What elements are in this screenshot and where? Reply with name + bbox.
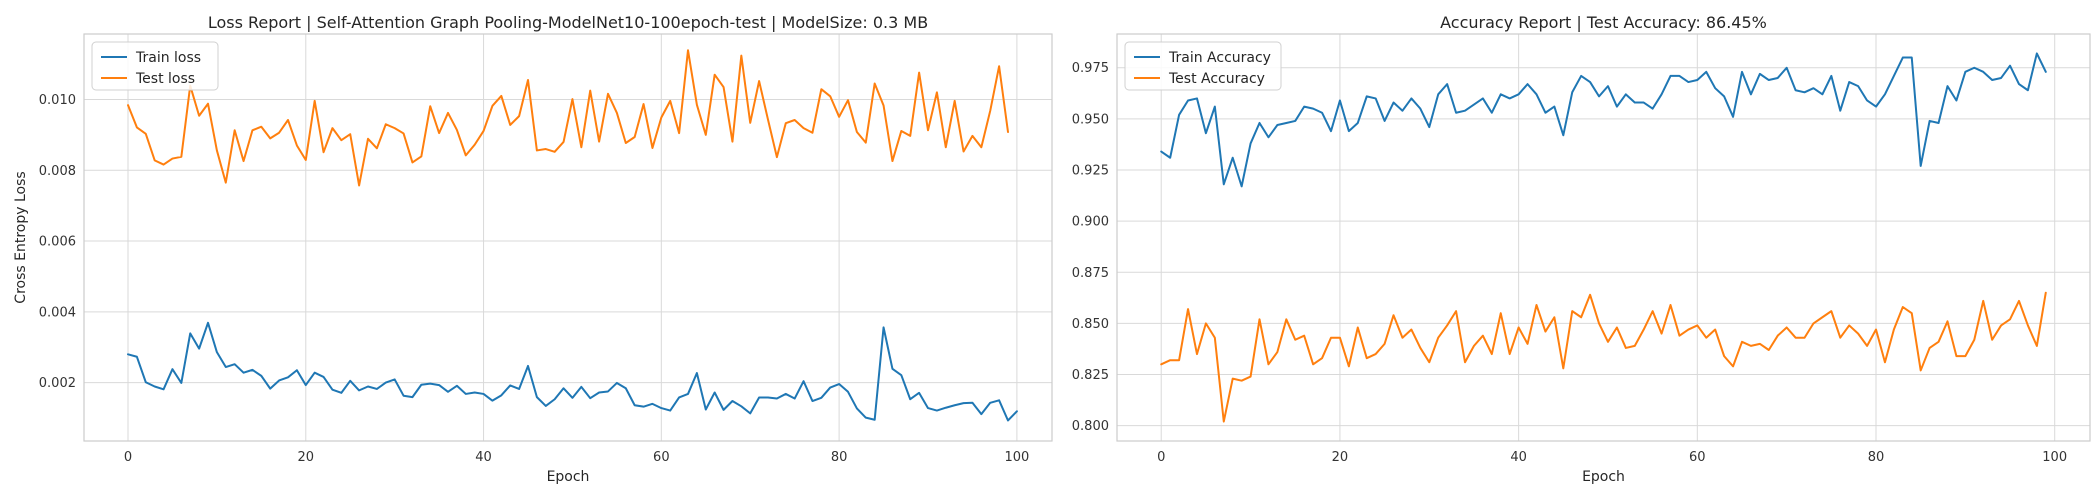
loss-legend-label: Test loss xyxy=(135,71,195,87)
accuracy-chart-title: Accuracy Report | Test Accuracy: 86.45% xyxy=(1440,13,1767,32)
loss-xtick-label: 0 xyxy=(124,450,132,465)
accuracy-ytick-label: 0.900 xyxy=(1072,215,1109,230)
accuracy-legend: Train Accuracy Test Accuracy xyxy=(1124,41,1282,91)
accuracy-chart: Accuracy Report | Test Accuracy: 86.45% … xyxy=(1072,13,2091,485)
loss-ytick-label: 0.002 xyxy=(39,376,76,391)
accuracy-xtick-label: 40 xyxy=(1510,450,1527,465)
accuracy-ytick-label: 0.800 xyxy=(1072,419,1109,434)
loss-xtick-label: 60 xyxy=(653,450,670,465)
accuracy-legend-label: Test Accuracy xyxy=(1168,71,1265,87)
accuracy-xtick-label: 20 xyxy=(1332,450,1349,465)
loss-chart-xlabel: Epoch xyxy=(547,469,590,485)
loss-legend: Train loss Test loss xyxy=(91,41,219,91)
accuracy-gridlines xyxy=(1117,34,2090,441)
accuracy-ytick-label: 0.850 xyxy=(1072,317,1109,332)
accuracy-ytick-label: 0.825 xyxy=(1072,368,1109,383)
accuracy-series-line-2 xyxy=(1160,291,2047,423)
loss-ytick-label: 0.006 xyxy=(39,235,76,250)
accuracy-ytick-label: 0.925 xyxy=(1072,164,1109,179)
loss-xtick-label: 100 xyxy=(1004,450,1029,465)
loss-ytick-label: 0.008 xyxy=(39,164,76,179)
loss-ytick-label: 0.004 xyxy=(39,305,76,320)
loss-legend-label: Train loss xyxy=(135,50,201,66)
accuracy-ytick-label: 0.875 xyxy=(1072,266,1109,281)
loss-plot-frame xyxy=(83,33,1053,442)
accuracy-plot-frame xyxy=(1116,33,2091,442)
accuracy-chart-xlabel: Epoch xyxy=(1582,469,1625,485)
loss-xtick-label: 40 xyxy=(475,450,492,465)
loss-xtick-label: 80 xyxy=(831,450,848,465)
loss-series-line-2 xyxy=(127,49,1009,187)
accuracy-xtick-label: 60 xyxy=(1689,450,1706,465)
loss-chart: Loss Report | Self-Attention Graph Pooli… xyxy=(13,13,1053,485)
accuracy-series-line-1 xyxy=(1160,52,2047,188)
accuracy-legend-box xyxy=(1124,41,1282,91)
loss-chart-title: Loss Report | Self-Attention Graph Pooli… xyxy=(208,13,928,32)
loss-gridlines xyxy=(84,34,1052,441)
accuracy-ytick-label: 0.975 xyxy=(1072,61,1109,76)
loss-chart-ylabel: Cross Entropy Loss xyxy=(13,171,29,303)
loss-xtick-label: 20 xyxy=(298,450,315,465)
accuracy-xtick-label: 100 xyxy=(2042,450,2067,465)
accuracy-xtick-label: 0 xyxy=(1157,450,1165,465)
accuracy-xtick-label: 80 xyxy=(1868,450,1885,465)
loss-ytick-label: 0.010 xyxy=(39,93,76,108)
loss-series-line-1 xyxy=(127,321,1018,422)
accuracy-ytick-label: 0.950 xyxy=(1072,112,1109,127)
accuracy-legend-label: Train Accuracy xyxy=(1168,50,1271,66)
